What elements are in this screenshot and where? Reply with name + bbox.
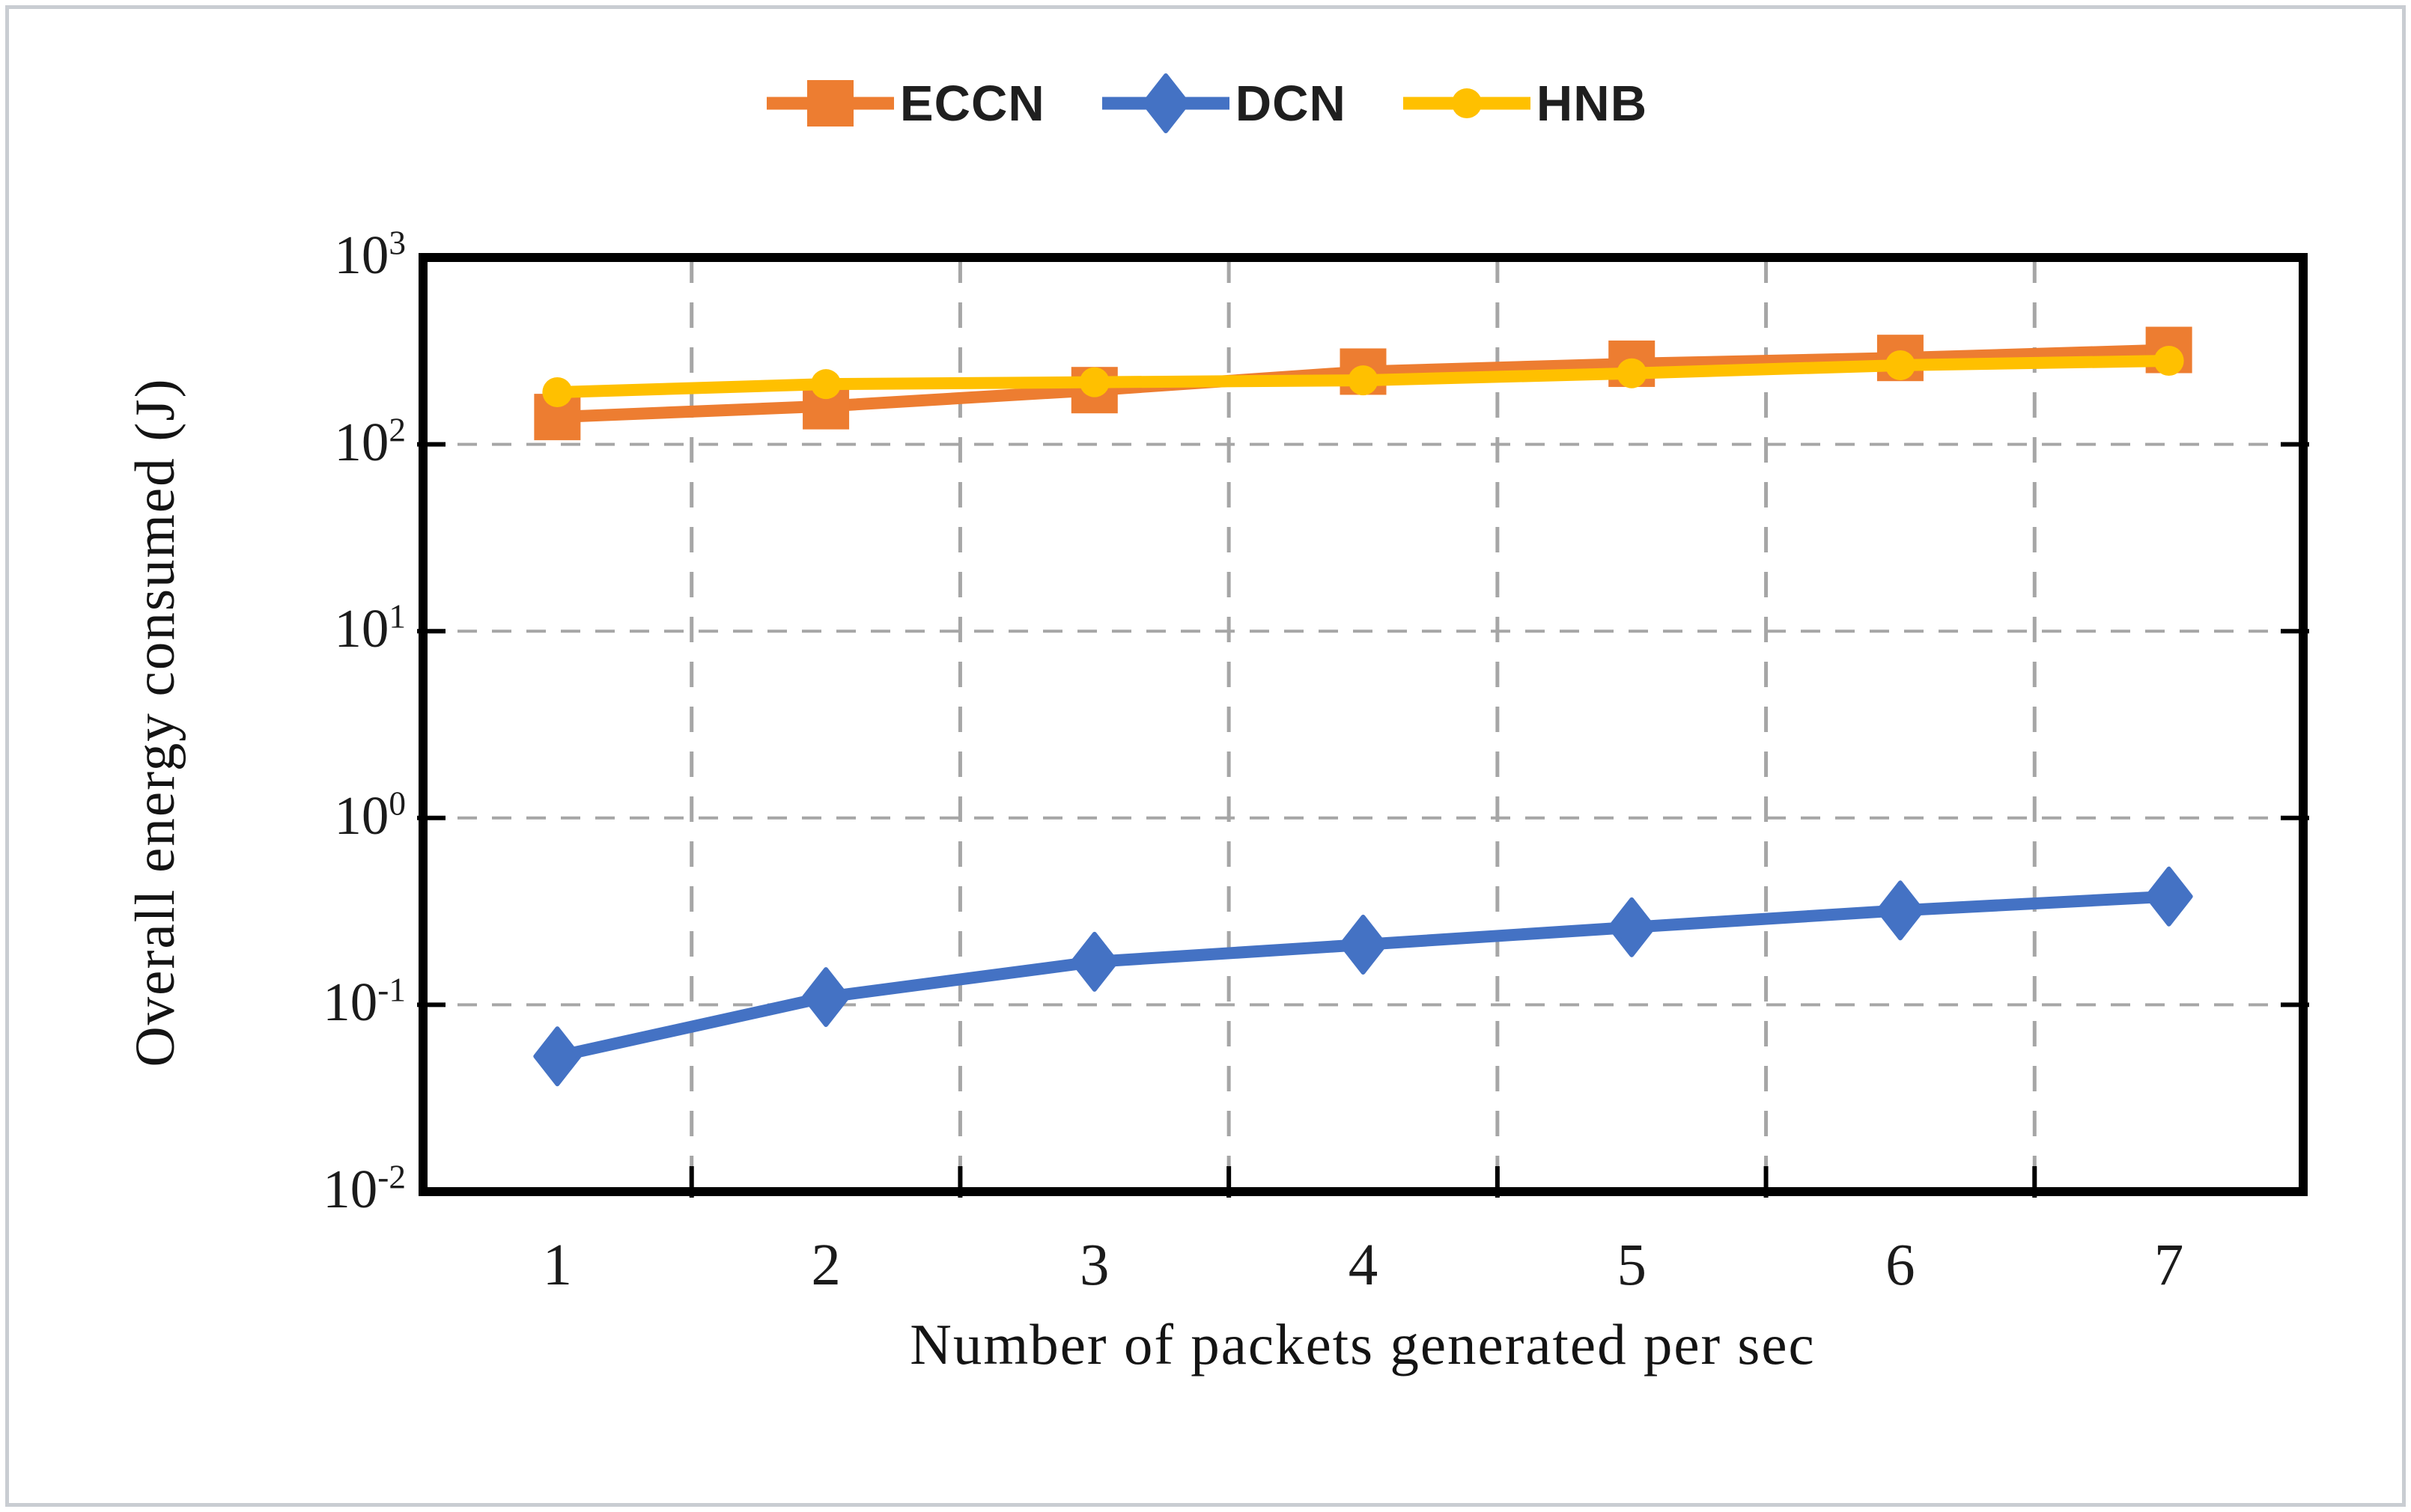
diamond-legend-marker-icon	[1101, 73, 1229, 133]
legend-marker-ECCN	[806, 80, 854, 126]
legend-marker-DCN	[1141, 73, 1190, 133]
x-tick-label: 4	[1348, 1233, 1378, 1298]
data-point-marker-HNB	[811, 369, 842, 400]
x-tick-label: 1	[542, 1233, 573, 1298]
legend-item-HNB: HNB	[1400, 69, 1647, 138]
data-point-marker-DCN	[1339, 914, 1387, 975]
series-DCN	[533, 866, 2193, 1087]
data-point-marker-DCN	[1876, 880, 1924, 941]
series-HNB	[542, 345, 2184, 408]
plot-border	[419, 253, 2308, 1196]
legend-marker-HNB	[1451, 88, 1482, 118]
x-tick-label: 5	[1617, 1233, 1647, 1298]
legend-item-DCN: DCN	[1099, 69, 1346, 138]
data-point-marker-DCN	[1070, 931, 1119, 992]
legend-item-ECCN: ECCN	[764, 69, 1045, 138]
y-tick-label: 103	[334, 224, 406, 285]
circle-legend-marker-icon	[1402, 88, 1530, 118]
data-point-marker-HNB	[2153, 345, 2184, 376]
data-point-marker-DCN	[533, 1026, 582, 1087]
y-tick-label: 100	[334, 784, 406, 846]
legend-label: HNB	[1536, 75, 1648, 132]
y-tick-label: 102	[334, 411, 406, 472]
x-tick-label: 3	[1080, 1233, 1110, 1298]
x-tick-label: 7	[2153, 1233, 2184, 1298]
data-point-marker-DCN	[802, 967, 851, 1028]
data-point-marker-HNB	[542, 377, 573, 408]
legend: ECCN DCN HNB	[0, 69, 2411, 138]
legend-label: DCN	[1235, 75, 1346, 132]
y-tick-label: 101	[334, 597, 406, 659]
figure-border	[5, 5, 2406, 1507]
data-point-marker-DCN	[1608, 897, 1656, 957]
data-point-marker-HNB	[1885, 350, 1915, 380]
x-axis-title: Number of packets generated per sec	[910, 1312, 1816, 1377]
legend-label: ECCN	[899, 75, 1045, 132]
y-axis-title: Overall energy consumed (J)	[124, 377, 186, 1067]
data-point-marker-HNB	[1348, 365, 1378, 396]
data-point-marker-HNB	[1617, 358, 1647, 388]
x-tick-label: 6	[1885, 1233, 1915, 1298]
data-point-marker-DCN	[2144, 866, 2193, 927]
square-legend-marker-icon	[766, 80, 894, 126]
data-point-marker-HNB	[1079, 367, 1110, 397]
y-tick-label: 10-1	[323, 971, 406, 1033]
x-tick-label: 2	[811, 1233, 841, 1298]
y-tick-label: 10-2	[323, 1158, 406, 1219]
